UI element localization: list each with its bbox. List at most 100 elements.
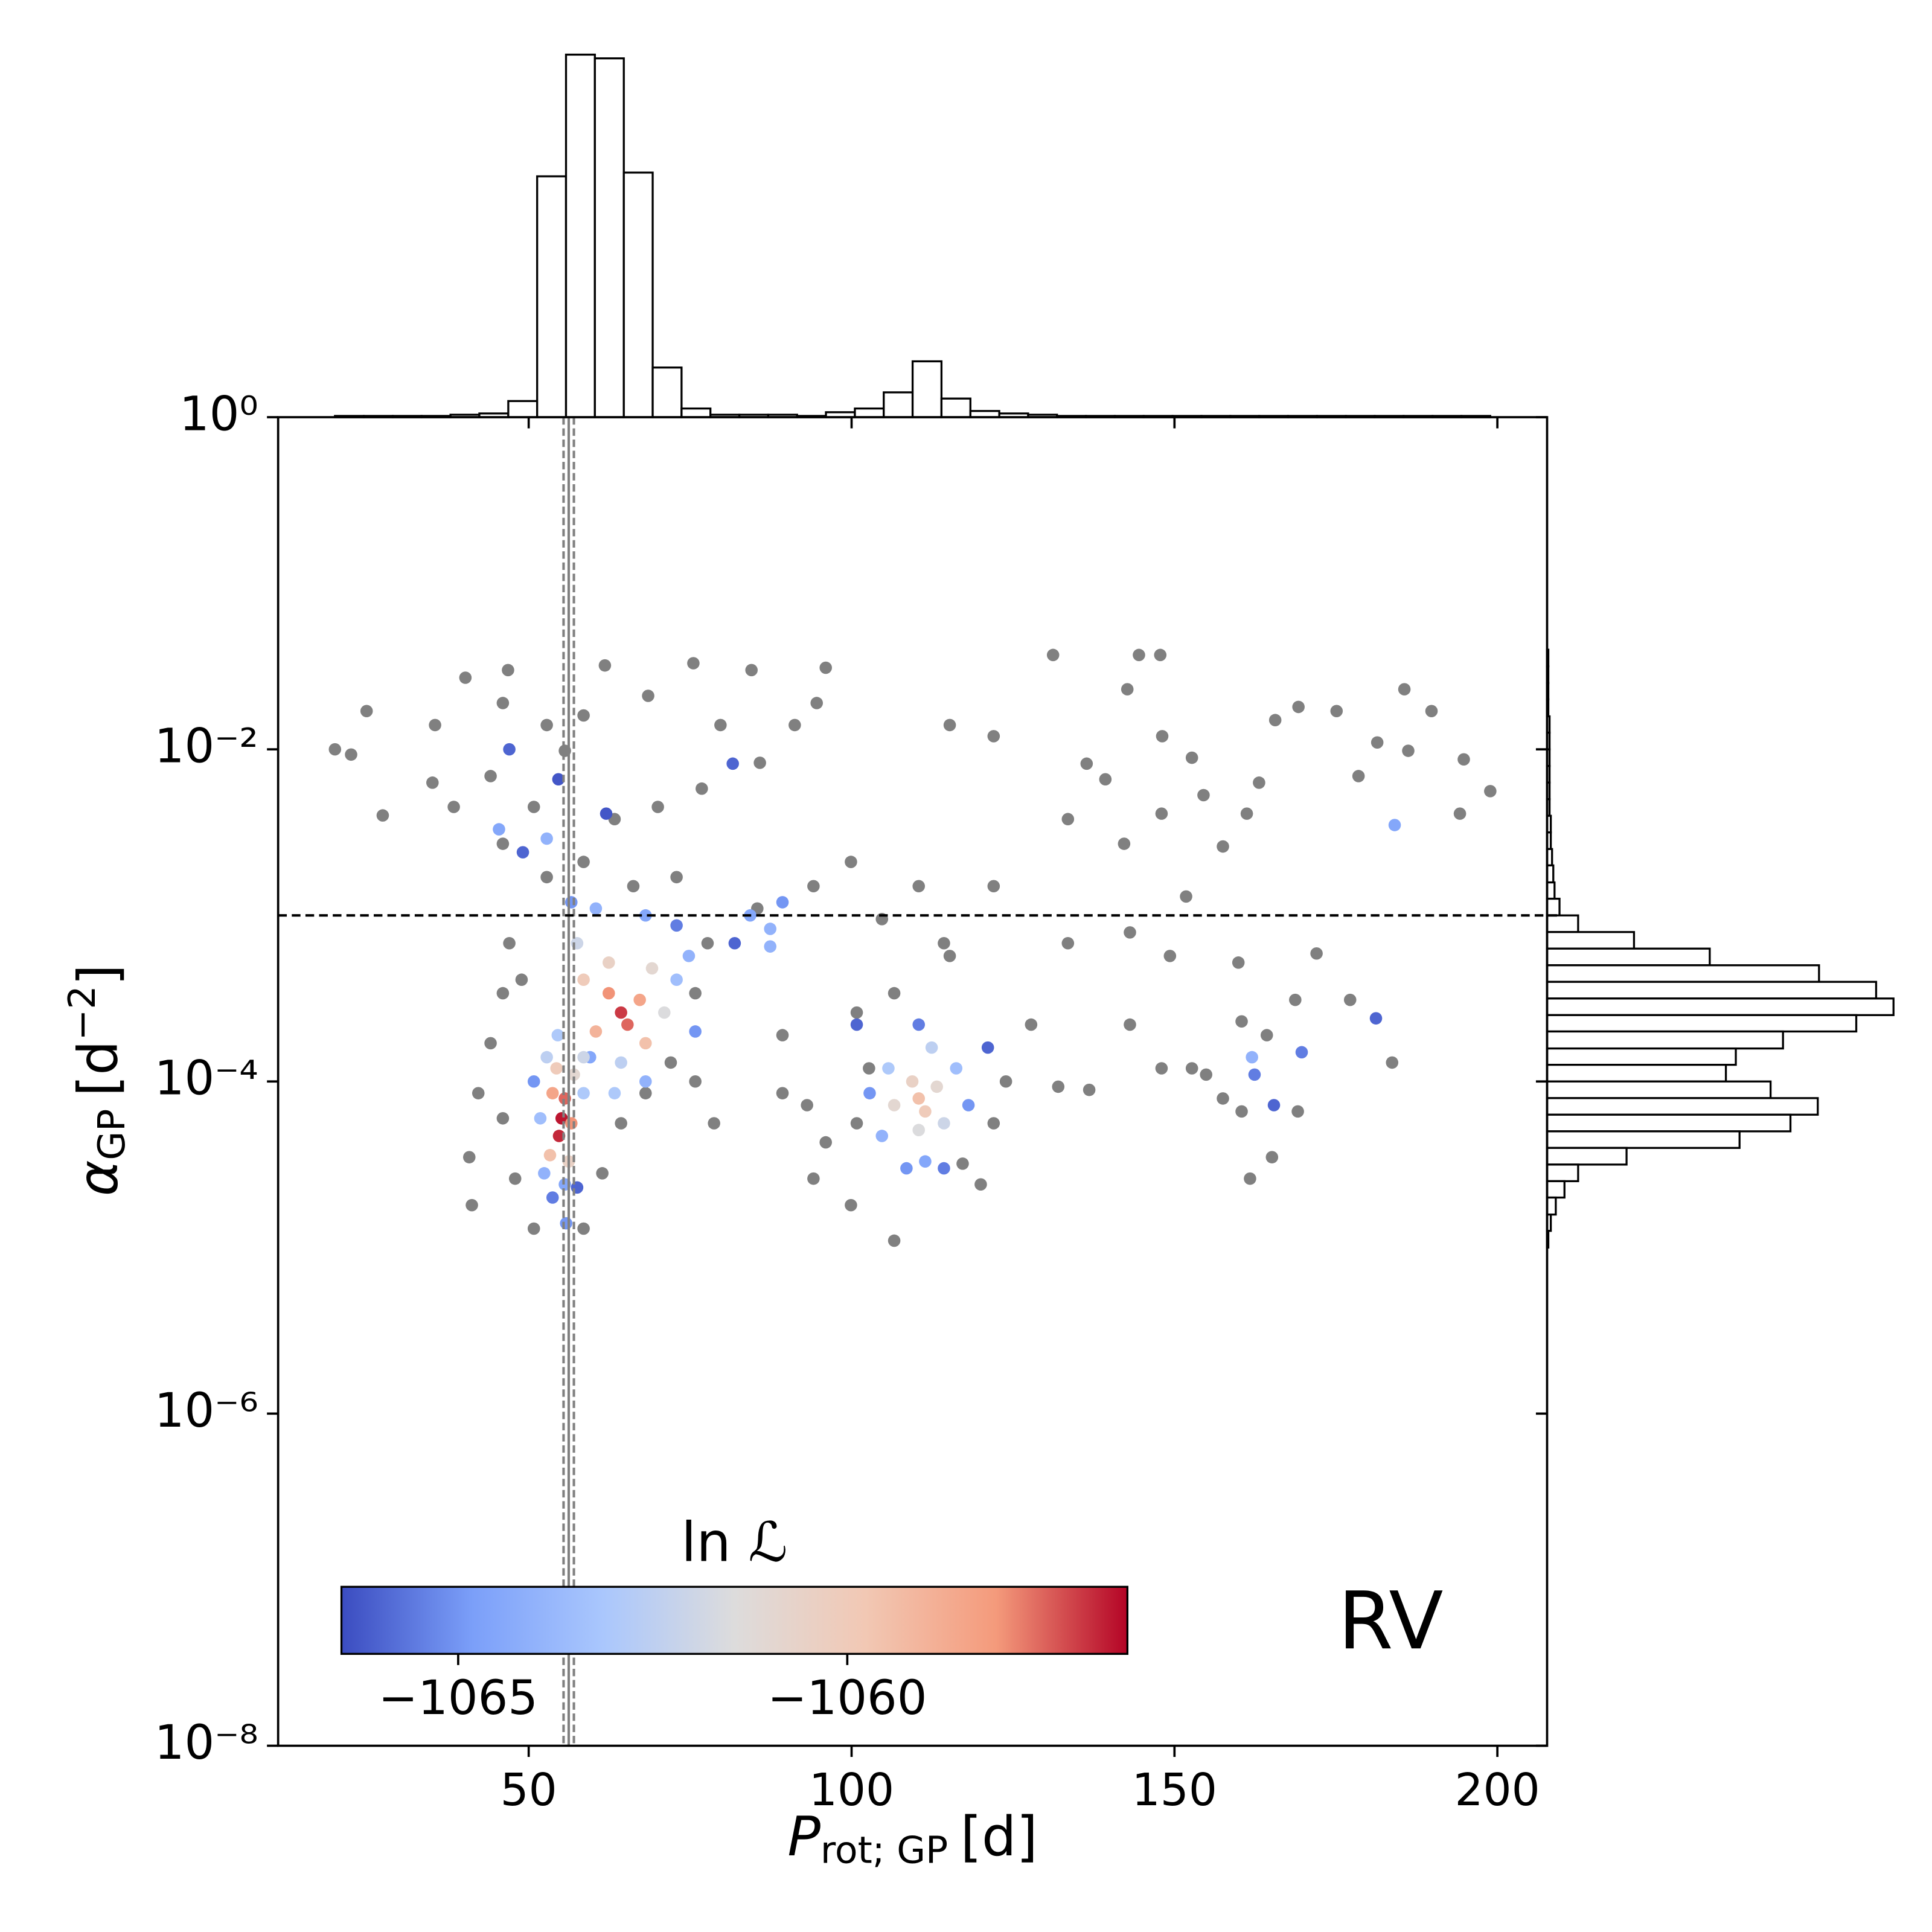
gray-point xyxy=(943,950,956,962)
x-label-unit: [d] xyxy=(961,1805,1038,1869)
gray-point xyxy=(987,880,1000,893)
gray-point xyxy=(1232,956,1245,969)
gray-point xyxy=(987,1117,1000,1130)
colorbar-tick-label: −1065 xyxy=(379,1671,538,1726)
gray-point xyxy=(863,1062,875,1075)
gray-point xyxy=(689,987,702,1000)
colored-point xyxy=(912,1018,926,1031)
histogram-bar xyxy=(911,360,943,418)
colored-point xyxy=(621,1018,634,1031)
histogram-bar xyxy=(651,366,683,418)
colored-point xyxy=(603,987,615,1000)
gray-point xyxy=(496,987,510,1000)
y-tick-label: 10⁻² xyxy=(155,719,258,774)
histogram-bar xyxy=(536,175,568,418)
gray-point xyxy=(1371,736,1384,749)
gray-point xyxy=(639,1087,652,1099)
plot-area xyxy=(328,648,1497,1247)
colored-point xyxy=(565,1117,578,1130)
y-tick-label: 10⁻⁸ xyxy=(155,1715,258,1770)
histogram-bar xyxy=(1546,1080,1772,1099)
colored-point xyxy=(615,1056,627,1069)
gray-point xyxy=(987,730,1000,743)
colored-point xyxy=(565,896,578,909)
histogram-bar xyxy=(1546,1113,1792,1133)
gray-point xyxy=(1402,744,1415,757)
colorbar-label: ln ℒ xyxy=(681,1511,787,1574)
histogram-bar xyxy=(940,397,971,418)
histogram-bar xyxy=(854,407,885,418)
colored-point xyxy=(503,743,516,756)
gray-point xyxy=(1099,773,1112,786)
colored-point xyxy=(540,1051,553,1064)
y-label-sub: GP xyxy=(90,1109,133,1160)
colored-point xyxy=(633,993,646,1006)
gray-point xyxy=(819,1136,832,1149)
gray-point xyxy=(670,871,683,884)
gray-point xyxy=(1398,683,1411,696)
gray-point xyxy=(642,689,654,702)
gray-point xyxy=(376,809,389,822)
gray-point xyxy=(615,1117,627,1130)
gray-point xyxy=(1155,807,1168,820)
y-tick-label: 10⁻⁶ xyxy=(155,1383,258,1438)
colored-point xyxy=(1246,1051,1258,1064)
gray-point xyxy=(1046,648,1060,662)
histogram-bar xyxy=(622,171,654,418)
gray-point xyxy=(1200,1068,1212,1081)
gray-point xyxy=(459,671,472,684)
colored-point xyxy=(589,902,603,915)
gray-point xyxy=(1240,807,1253,820)
gray-point xyxy=(1310,947,1323,960)
y-axis-label: αGP [d−2] xyxy=(60,964,133,1196)
gray-point xyxy=(850,1117,863,1130)
histogram-bar xyxy=(1546,1030,1784,1050)
colored-point xyxy=(930,1080,943,1093)
colored-point xyxy=(543,1149,557,1162)
colored-point xyxy=(776,896,789,909)
colored-point xyxy=(882,1062,895,1075)
histogram-bar xyxy=(883,391,914,418)
y-label-main: α xyxy=(67,1160,130,1197)
colored-point xyxy=(726,757,739,770)
colored-point xyxy=(551,1029,565,1041)
gray-point xyxy=(1217,840,1229,853)
colored-point xyxy=(560,1217,573,1230)
colored-point xyxy=(639,909,652,922)
gray-point xyxy=(1052,1080,1065,1093)
gray-point xyxy=(788,718,801,732)
y-label-sup: −2 xyxy=(60,985,104,1040)
gray-point xyxy=(462,1151,476,1163)
gray-point xyxy=(943,718,956,732)
gray-point xyxy=(1061,813,1075,826)
gray-point xyxy=(527,1222,540,1235)
gray-point xyxy=(502,664,514,677)
gray-point xyxy=(714,718,727,732)
gray-point xyxy=(1235,1015,1248,1028)
x-tick-label: 100 xyxy=(809,1764,894,1816)
gray-point xyxy=(850,1006,863,1019)
gray-point xyxy=(845,856,857,868)
annotation: RV xyxy=(1338,1575,1443,1668)
gray-point xyxy=(687,657,700,670)
histogram-bar xyxy=(1546,1064,1727,1083)
gray-point xyxy=(496,697,510,709)
gray-point xyxy=(845,1198,857,1212)
gray-point xyxy=(527,801,540,813)
colored-point xyxy=(1267,1099,1281,1112)
gray-point xyxy=(577,856,590,868)
gray-point xyxy=(627,880,640,893)
colored-point xyxy=(919,1155,932,1168)
gray-point xyxy=(745,664,758,677)
gray-point xyxy=(888,1234,901,1247)
gray-point xyxy=(1080,757,1093,770)
gray-point xyxy=(1156,730,1169,743)
colored-point xyxy=(577,1051,590,1064)
gray-point xyxy=(1253,776,1265,789)
colored-point xyxy=(639,1037,652,1050)
colored-point xyxy=(938,1117,950,1130)
colored-point xyxy=(888,1099,901,1112)
gray-point xyxy=(496,1112,510,1125)
gray-point xyxy=(1268,714,1282,726)
gray-point xyxy=(801,1099,813,1112)
